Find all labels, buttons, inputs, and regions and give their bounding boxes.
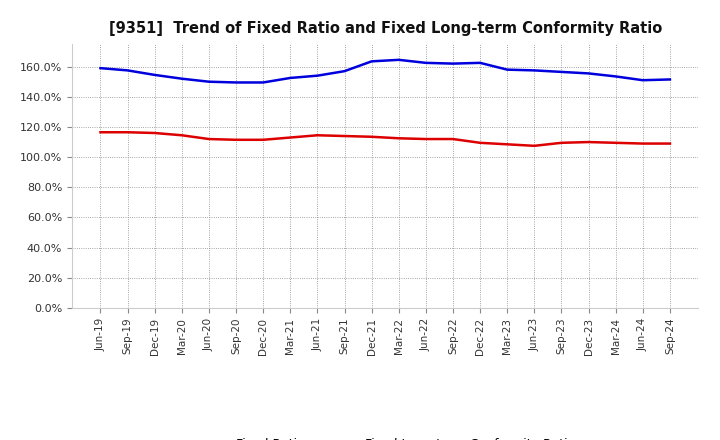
Line: Fixed Long-term Conformity Ratio: Fixed Long-term Conformity Ratio	[101, 132, 670, 146]
Fixed Long-term Conformity Ratio	[204, 136, 213, 142]
Fixed Ratio	[395, 57, 403, 62]
Fixed Ratio	[313, 73, 322, 78]
Fixed Long-term Conformity Ratio	[611, 140, 620, 146]
Fixed Ratio	[421, 60, 430, 66]
Fixed Ratio	[665, 77, 674, 82]
Fixed Ratio	[503, 67, 511, 72]
Fixed Long-term Conformity Ratio	[584, 139, 593, 145]
Fixed Ratio	[178, 76, 186, 81]
Fixed Ratio	[286, 75, 294, 81]
Fixed Long-term Conformity Ratio	[232, 137, 240, 143]
Fixed Long-term Conformity Ratio	[150, 130, 159, 136]
Fixed Ratio	[150, 72, 159, 77]
Fixed Long-term Conformity Ratio	[665, 141, 674, 146]
Fixed Ratio	[341, 69, 349, 74]
Fixed Ratio	[259, 80, 268, 85]
Fixed Long-term Conformity Ratio	[259, 137, 268, 143]
Fixed Long-term Conformity Ratio	[313, 132, 322, 138]
Fixed Ratio	[204, 79, 213, 84]
Fixed Long-term Conformity Ratio	[286, 135, 294, 140]
Fixed Long-term Conformity Ratio	[395, 136, 403, 141]
Fixed Ratio	[123, 68, 132, 73]
Fixed Long-term Conformity Ratio	[530, 143, 539, 148]
Fixed Ratio	[611, 74, 620, 79]
Fixed Ratio	[449, 61, 457, 66]
Fixed Ratio	[639, 77, 647, 83]
Fixed Ratio	[584, 71, 593, 76]
Fixed Long-term Conformity Ratio	[476, 140, 485, 146]
Legend: Fixed Ratio, Fixed Long-term Conformity Ratio: Fixed Ratio, Fixed Long-term Conformity …	[190, 433, 580, 440]
Line: Fixed Ratio: Fixed Ratio	[101, 60, 670, 82]
Fixed Long-term Conformity Ratio	[421, 136, 430, 142]
Fixed Long-term Conformity Ratio	[123, 130, 132, 135]
Title: [9351]  Trend of Fixed Ratio and Fixed Long-term Conformity Ratio: [9351] Trend of Fixed Ratio and Fixed Lo…	[109, 21, 662, 36]
Fixed Long-term Conformity Ratio	[557, 140, 566, 146]
Fixed Ratio	[232, 80, 240, 85]
Fixed Ratio	[557, 69, 566, 74]
Fixed Long-term Conformity Ratio	[503, 142, 511, 147]
Fixed Ratio	[530, 68, 539, 73]
Fixed Long-term Conformity Ratio	[449, 136, 457, 142]
Fixed Long-term Conformity Ratio	[341, 133, 349, 139]
Fixed Long-term Conformity Ratio	[639, 141, 647, 146]
Fixed Ratio	[476, 60, 485, 66]
Fixed Ratio	[367, 59, 376, 64]
Fixed Long-term Conformity Ratio	[367, 134, 376, 139]
Fixed Long-term Conformity Ratio	[96, 130, 105, 135]
Fixed Ratio	[96, 66, 105, 71]
Fixed Long-term Conformity Ratio	[178, 132, 186, 138]
